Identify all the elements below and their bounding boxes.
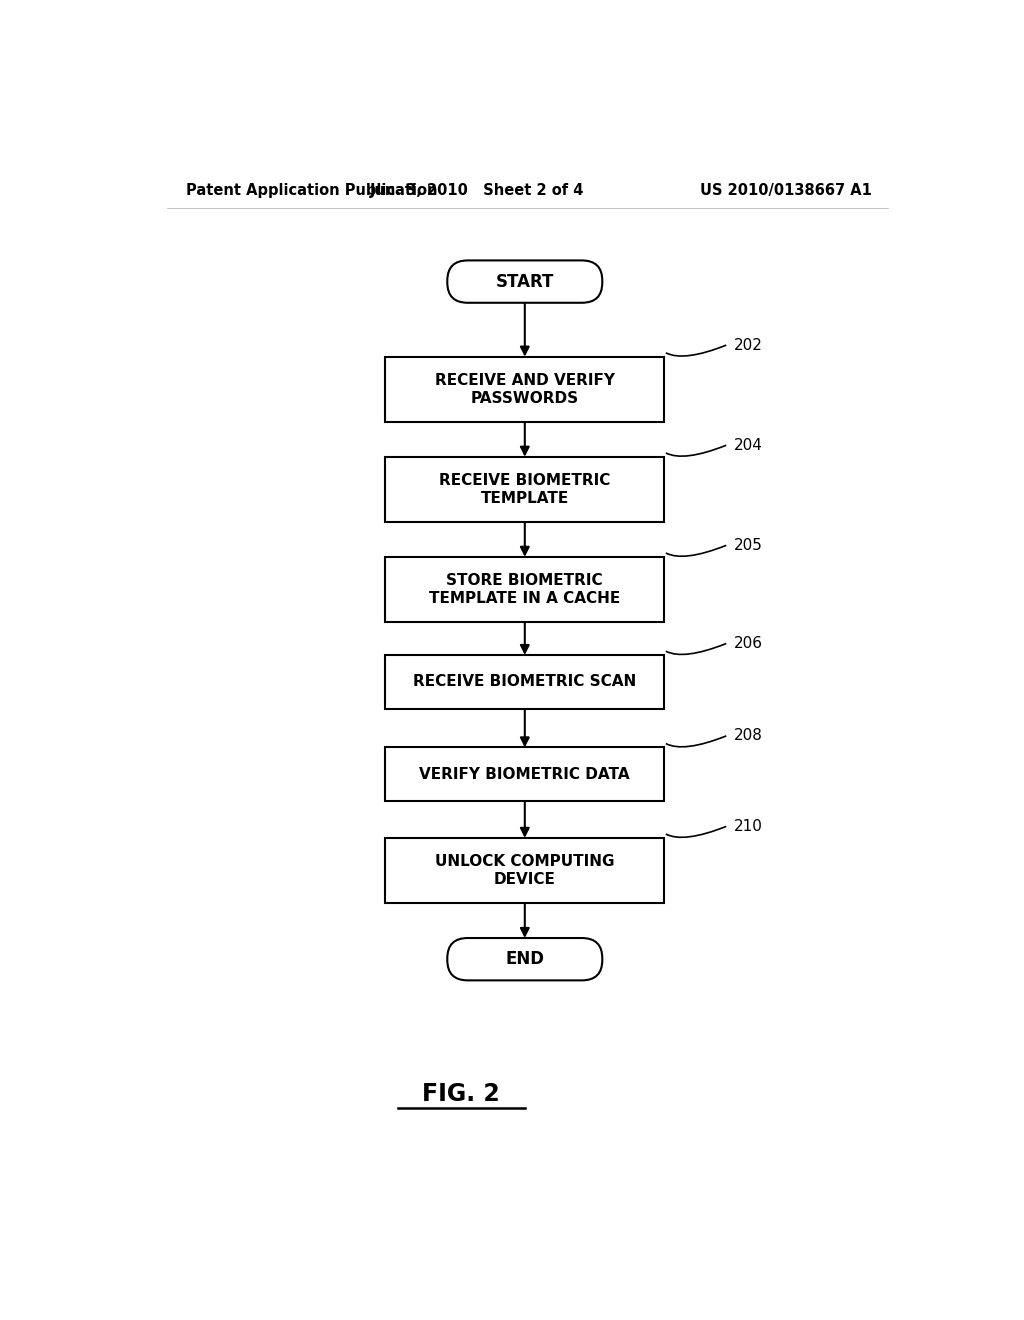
- Text: Jun. 3, 2010   Sheet 2 of 4: Jun. 3, 2010 Sheet 2 of 4: [370, 183, 584, 198]
- Text: 205: 205: [734, 537, 763, 553]
- Text: START: START: [496, 273, 554, 290]
- Text: 202: 202: [734, 338, 763, 352]
- Text: STORE BIOMETRIC
TEMPLATE IN A CACHE: STORE BIOMETRIC TEMPLATE IN A CACHE: [429, 573, 621, 606]
- Text: RECEIVE BIOMETRIC SCAN: RECEIVE BIOMETRIC SCAN: [413, 675, 637, 689]
- Text: FIG. 2: FIG. 2: [422, 1082, 500, 1106]
- Text: 204: 204: [734, 438, 763, 453]
- Text: RECEIVE AND VERIFY
PASSWORDS: RECEIVE AND VERIFY PASSWORDS: [435, 374, 614, 405]
- Bar: [385, 356, 665, 422]
- Text: 210: 210: [734, 818, 763, 834]
- Text: 206: 206: [734, 636, 763, 651]
- Text: Patent Application Publication: Patent Application Publication: [186, 183, 437, 198]
- FancyBboxPatch shape: [447, 260, 602, 302]
- Text: VERIFY BIOMETRIC DATA: VERIFY BIOMETRIC DATA: [420, 767, 630, 781]
- FancyBboxPatch shape: [447, 939, 602, 981]
- Text: US 2010/0138667 A1: US 2010/0138667 A1: [700, 183, 872, 198]
- Bar: [385, 655, 665, 709]
- Bar: [385, 457, 665, 523]
- Bar: [385, 557, 665, 622]
- Bar: [385, 747, 665, 801]
- Bar: [385, 838, 665, 903]
- Text: RECEIVE BIOMETRIC
TEMPLATE: RECEIVE BIOMETRIC TEMPLATE: [439, 474, 610, 506]
- Text: END: END: [505, 950, 545, 968]
- Text: 208: 208: [734, 729, 763, 743]
- Text: UNLOCK COMPUTING
DEVICE: UNLOCK COMPUTING DEVICE: [435, 854, 614, 887]
